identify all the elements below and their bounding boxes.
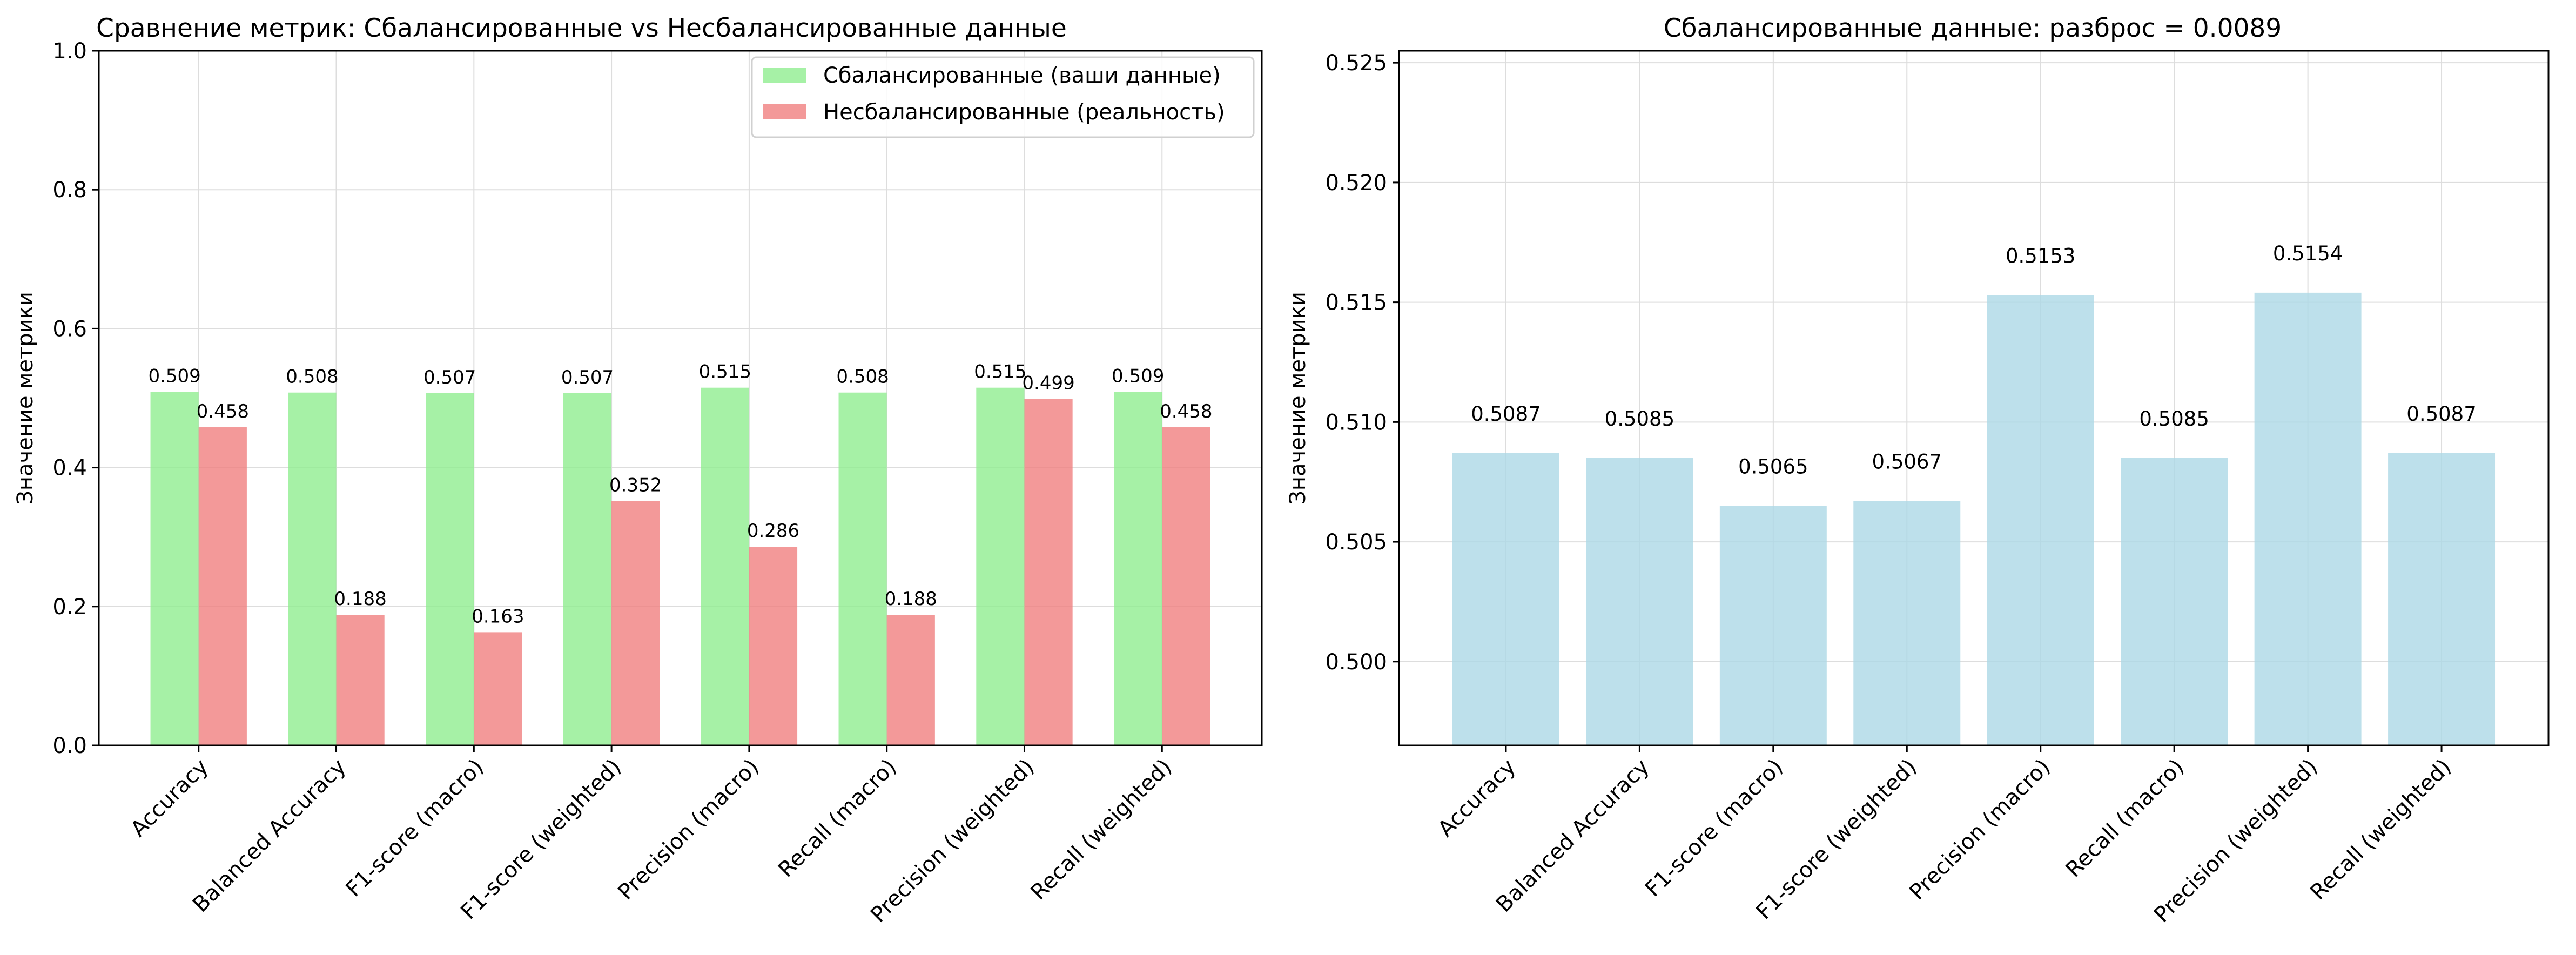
- bar-value-label: 0.458: [1160, 401, 1212, 422]
- legend-swatch-balanced: [763, 68, 806, 83]
- y-tick-label: 0.0: [52, 734, 87, 758]
- right-plot-frame: [1398, 50, 2550, 746]
- legend: Сбалансированные (ваши данные) Несбаланс…: [751, 56, 1255, 138]
- left-bars: [150, 387, 1210, 745]
- left-grid: [99, 50, 1262, 746]
- bar: [563, 393, 612, 745]
- right-chart-title: Сбалансированные данные: разброс = 0.008…: [1664, 14, 2282, 43]
- bar: [886, 615, 935, 745]
- bar-value-label: 0.508: [836, 366, 889, 388]
- bar: [976, 387, 1025, 745]
- right-grid: [1399, 51, 2548, 745]
- bar: [2121, 458, 2228, 745]
- bar-value-label: 0.509: [148, 365, 200, 387]
- spread-chart: Сбалансированные данные: разброс = 0.008…: [1286, 14, 2550, 927]
- x-tick-label: F1-score (macro): [1640, 755, 1788, 902]
- bar-value-label: 0.188: [885, 588, 937, 610]
- y-tick-label: 0.2: [52, 595, 87, 620]
- bar: [198, 427, 247, 745]
- x-tick-label: F1-score (weighted): [456, 755, 626, 925]
- x-tick-label: Recall (macro): [2061, 755, 2189, 883]
- bar-value-label: 0.508: [286, 366, 338, 388]
- bar: [2388, 453, 2496, 745]
- bar: [2254, 292, 2362, 745]
- y-tick-label: 0.500: [1325, 650, 1387, 675]
- right-y-axis-label: Значение метрики: [1286, 292, 1310, 505]
- right-bars: [1452, 292, 2496, 745]
- x-tick-label: Accuracy: [126, 755, 213, 842]
- left-plot-frame: [98, 50, 1263, 746]
- bar: [611, 501, 660, 745]
- bar: [749, 547, 798, 745]
- x-tick-label: Recall (weighted): [1026, 755, 1177, 905]
- bar-value-label: 0.515: [974, 361, 1026, 383]
- bar-value-label: 0.5065: [1738, 455, 1808, 479]
- bar-value-label: 0.5087: [1471, 402, 1541, 426]
- x-tick-label: Precision (macro): [1905, 755, 2055, 905]
- bar: [1586, 458, 1693, 745]
- legend-label-unbalanced: Несбалансированные (реальность): [823, 100, 1225, 125]
- bar-value-label: 0.5085: [2139, 407, 2209, 431]
- y-tick-label: 0.4: [52, 456, 87, 481]
- left-bar-labels: 0.509 0.508 0.507 0.507 0.515 0.508 0.515 0.509…: [148, 361, 1212, 628]
- x-tick-label: F1-score (macro): [341, 755, 489, 902]
- bar: [1114, 392, 1162, 745]
- bar: [701, 387, 749, 745]
- bar: [150, 392, 199, 745]
- x-tick-label: Balanced Accuracy: [1491, 755, 1654, 917]
- y-tick-label: 0.6: [52, 317, 87, 341]
- right-y-ticks: 0.500 0.505 0.510 0.515 0.520 0.525: [1325, 51, 1399, 675]
- x-tick-label: Precision (macro): [613, 755, 764, 905]
- y-tick-label: 0.510: [1325, 410, 1387, 435]
- x-tick-label: Recall (macro): [774, 755, 902, 883]
- bar-value-label: 0.507: [561, 367, 614, 388]
- bar-value-label: 0.352: [609, 474, 662, 496]
- legend-swatch-unbalanced: [763, 104, 806, 119]
- bar: [474, 632, 522, 745]
- x-tick-label: Accuracy: [1433, 755, 1521, 842]
- left-y-ticks: 0.0 0.2 0.4 0.6 0.8 1.0: [52, 39, 99, 758]
- bar-value-label: 0.458: [197, 401, 249, 422]
- bar-value-label: 0.286: [747, 520, 799, 542]
- y-tick-label: 0.505: [1325, 530, 1387, 555]
- bar: [838, 392, 887, 745]
- bar-value-label: 0.5067: [1872, 450, 1942, 474]
- bar-value-label: 0.509: [1112, 365, 1164, 387]
- bar-value-label: 0.515: [699, 361, 751, 383]
- bar: [288, 392, 337, 745]
- x-tick-label: Balanced Accuracy: [188, 755, 351, 917]
- bar-value-label: 0.5085: [1605, 407, 1674, 431]
- bar-value-label: 0.5154: [2273, 242, 2343, 265]
- bar-value-label: 0.499: [1022, 372, 1074, 394]
- left-chart-title: Сравнение метрик: Сбалансированные vs Не…: [96, 14, 1067, 43]
- legend-label-balanced: Сбалансированные (ваши данные): [823, 63, 1221, 88]
- y-tick-label: 0.515: [1325, 291, 1387, 315]
- bar: [1162, 427, 1210, 745]
- comparison-chart: Сравнение метрик: Сбалансированные vs Не…: [13, 14, 1263, 927]
- bar-value-label: 0.507: [423, 367, 476, 388]
- bar: [426, 393, 474, 745]
- bar: [1719, 506, 1827, 745]
- y-tick-label: 0.520: [1325, 171, 1387, 196]
- y-tick-label: 0.8: [52, 178, 87, 203]
- bar-value-label: 0.5153: [2006, 244, 2075, 267]
- bar: [336, 615, 385, 745]
- bar-value-label: 0.188: [334, 588, 386, 610]
- x-tick-label: Recall (weighted): [2305, 755, 2456, 905]
- bar: [1853, 501, 1961, 745]
- y-tick-label: 0.525: [1325, 51, 1387, 76]
- bar-value-label: 0.163: [472, 606, 524, 627]
- left-y-axis-label: Значение метрики: [13, 292, 38, 505]
- bar: [1987, 295, 2094, 745]
- bar-value-label: 0.5087: [2406, 402, 2476, 426]
- bar: [1024, 399, 1073, 745]
- y-tick-label: 1.0: [52, 39, 87, 64]
- bar: [1452, 453, 1559, 745]
- right-bar-labels: 0.5087 0.5085 0.5065 0.5067 0.5153 0.5085 0.51…: [1471, 242, 2477, 479]
- legend-box: [751, 56, 1255, 138]
